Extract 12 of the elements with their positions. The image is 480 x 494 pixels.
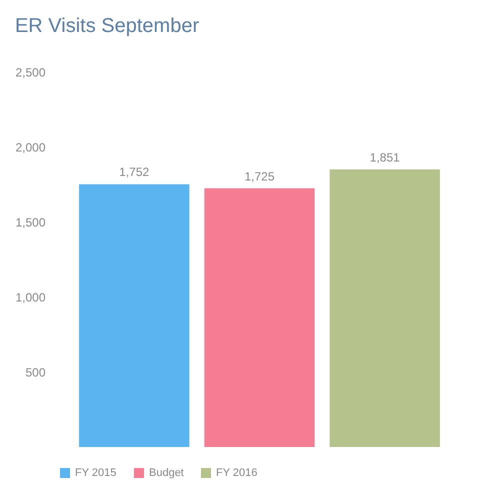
data-label: 1,851 bbox=[370, 150, 400, 164]
data-label: 1,725 bbox=[244, 169, 275, 184]
chart-title: ER Visits September bbox=[14, 15, 200, 37]
data-label: 1,752 bbox=[119, 165, 150, 180]
legend-label: FY 2016 bbox=[216, 467, 258, 479]
y-tick-label: 2,500 bbox=[15, 66, 46, 80]
y-tick-label: 2,000 bbox=[15, 140, 46, 154]
y-tick-label: 500 bbox=[25, 366, 46, 380]
legend-label: Budget bbox=[149, 467, 184, 479]
y-tick-label: 1,500 bbox=[15, 216, 46, 230]
legend-label: FY 2015 bbox=[75, 467, 116, 479]
y-tick-label: 1,000 bbox=[15, 290, 46, 304]
